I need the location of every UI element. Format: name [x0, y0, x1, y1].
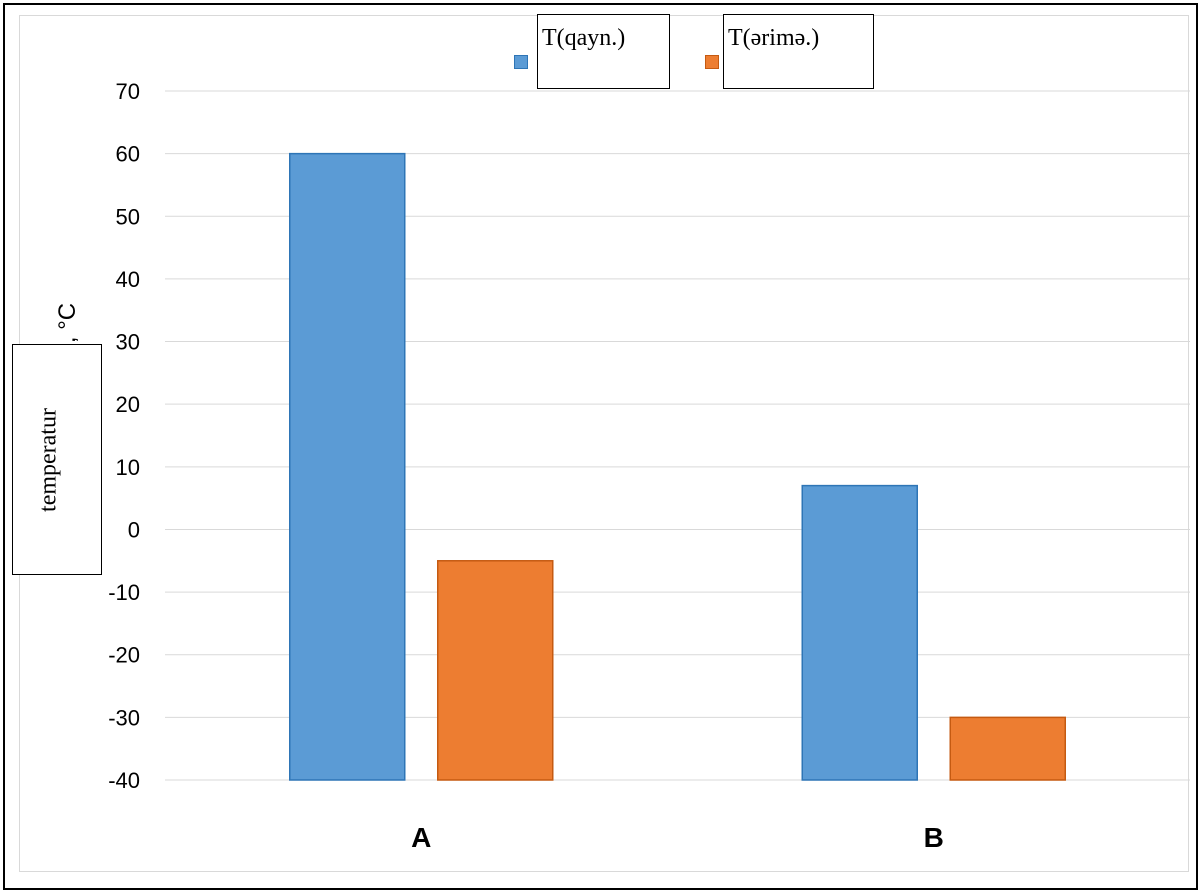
y-tick-label: 70: [116, 79, 140, 104]
bar-b-series-2: [949, 716, 1066, 781]
legend-swatch-erime: [705, 55, 719, 69]
y-axis-label: temperatur: [35, 408, 62, 512]
x-category-label: A: [411, 822, 431, 853]
legend-label-qayn: T(qayn.): [542, 25, 626, 51]
y-tick-label: 20: [116, 392, 140, 417]
y-tick-label: -10: [108, 580, 140, 605]
y-tick-label: -30: [108, 705, 140, 730]
y-axis-label-box: [12, 344, 102, 575]
legend-entry-qayn: T(qayn.): [537, 14, 670, 89]
y-axis-unit: , °C: [54, 302, 81, 344]
y-tick-label: 0: [128, 517, 140, 542]
legend-swatch-qayn: [514, 55, 528, 69]
y-tick-label: -20: [108, 643, 140, 668]
legend-entry-erime: T(ərimə.): [723, 14, 874, 89]
y-tick-label: 60: [116, 142, 140, 167]
x-category-label: B: [924, 822, 944, 853]
y-tick-label: 40: [116, 267, 140, 292]
y-tick-label: 10: [116, 455, 140, 480]
legend-label-erime: T(ərimə.): [728, 25, 820, 51]
bar-b-series-1: [801, 484, 918, 781]
bar-a-series-1: [289, 152, 406, 781]
y-tick-label: 50: [116, 204, 140, 229]
y-tick-label: -40: [108, 768, 140, 793]
bar-a-series-2: [437, 560, 554, 781]
y-tick-label: 30: [116, 330, 140, 355]
